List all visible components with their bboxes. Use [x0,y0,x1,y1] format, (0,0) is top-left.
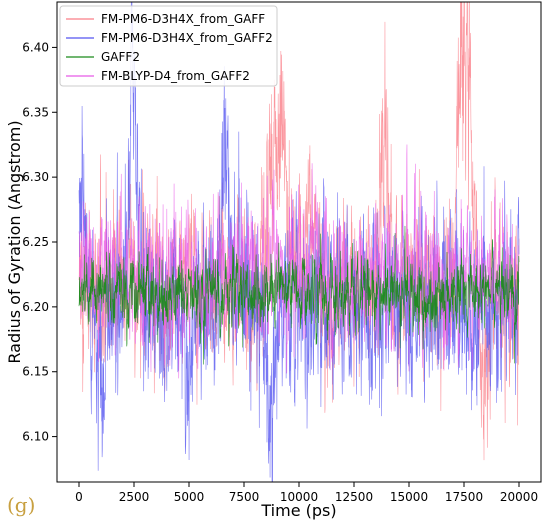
y-axis-label: Radius of Gyration (Angstrom) [5,120,24,363]
x-axis-ticks: 0 2500 5000 7500 10000 12500 15000 17500 20000 [75,482,538,504]
x-tick-label: 0 [75,490,83,504]
legend-label: FM-PM6-D3H4X_from_GAFF [101,12,265,26]
y-tick-label: 6.35 [22,105,49,119]
legend-box [59,5,278,87]
y-tick-label: 6.30 [22,170,49,184]
x-tick-label: 12500 [335,490,373,504]
legend: FM-PM6-D3H4X_from_GAFF FM-PM6-D3H4X_from_… [59,5,278,87]
legend-label: FM-BLYP-D4_from_GAFF2 [101,69,250,83]
x-tick-label: 2500 [119,490,150,504]
legend-label: FM-PM6-D3H4X_from_GAFF2 [101,31,273,45]
y-axis-ticks: 6.10 6.15 6.20 6.25 6.30 6.35 6.40 [22,40,57,444]
y-tick-label: 6.25 [22,235,49,249]
legend-label: GAFF2 [101,50,140,64]
y-tick-label: 6.20 [22,300,49,314]
x-axis-label: Time (ps) [260,501,336,520]
y-tick-label: 6.40 [22,40,49,54]
x-tick-label: 17500 [445,490,483,504]
x-tick-label: 5000 [174,490,205,504]
x-tick-label: 15000 [390,490,428,504]
x-tick-label: 10000 [280,490,318,504]
y-tick-label: 6.10 [22,430,49,444]
y-tick-label: 6.15 [22,365,49,379]
series-line-2 [78,225,520,365]
x-tick-label: 7500 [229,490,260,504]
series-layer [78,2,520,482]
x-tick-label: 20000 [500,490,538,504]
panel-label: (g) [7,493,36,517]
